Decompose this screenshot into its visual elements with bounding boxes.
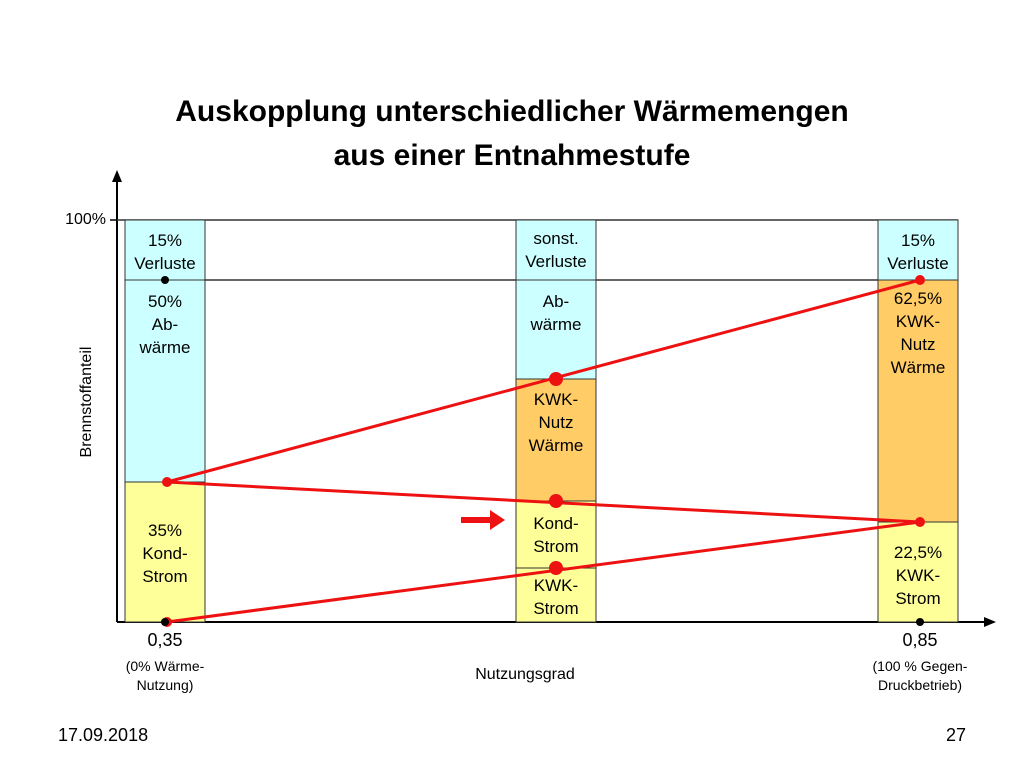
x-axis-label: Nutzungsgrad xyxy=(475,666,575,683)
marker-left-top xyxy=(161,276,169,284)
left-abwaerme-segment xyxy=(124,279,206,483)
title-line-2: aus einer Entnahmestufe xyxy=(333,139,691,172)
point-middle-kond xyxy=(549,494,563,508)
left-x-note-1: (0% Wärme- xyxy=(125,658,205,674)
middle-kwk-strom-segment xyxy=(515,567,597,623)
point-left-kond xyxy=(162,477,172,487)
right-x-note-2: Druckbetrieb) xyxy=(877,677,963,693)
right-loss-segment xyxy=(877,219,959,281)
right-loss-label: 15% Verluste xyxy=(887,231,949,273)
point-right-top xyxy=(915,275,925,285)
y-axis-label: Brennstoffanteil xyxy=(78,346,95,458)
marker-right-axis xyxy=(916,618,924,626)
left-loss-segment xyxy=(124,219,206,281)
right-kwk-strom-segment xyxy=(877,521,959,623)
right-kwk-strom-label: 22,5% KWK- Strom xyxy=(893,543,943,608)
point-middle-strom xyxy=(549,561,563,575)
red-line-strom xyxy=(166,520,921,624)
right-x-note-1: (100 % Gegen- xyxy=(872,658,968,674)
middle-abwaerme-segment xyxy=(515,279,597,380)
left-kond-strom-segment xyxy=(124,481,206,623)
title-line-1: Auskopplung unterschiedlicher Wärmemenge… xyxy=(175,95,849,128)
left-loss-label: 15% Verluste xyxy=(134,231,196,273)
middle-loss-label: sonst. Verluste xyxy=(525,229,587,271)
left-x-value: 0,35 xyxy=(147,630,183,650)
red-line-kond xyxy=(166,480,921,524)
left-kond-strom-label: 35% Kond- Strom xyxy=(142,521,188,586)
x-axis-arrow xyxy=(984,617,996,627)
right-kwk-waerme-segment xyxy=(877,279,959,523)
y-axis-arrow xyxy=(112,170,122,182)
arrow-icon xyxy=(461,510,505,530)
point-right-kond xyxy=(915,517,925,527)
footer-date: 17.09.2018 xyxy=(58,725,149,745)
marker-left-axis xyxy=(161,618,169,626)
footer-page-number: 27 xyxy=(946,725,967,745)
left-abwaerme-label: 50% Ab- wärme xyxy=(139,292,191,357)
middle-kwk-waerme-label: KWK- Nutz Wärme xyxy=(528,390,584,455)
y-tick-label: 100% xyxy=(65,211,106,228)
middle-abwaerme-label: Ab- wärme xyxy=(530,292,582,334)
red-line-abwaerme xyxy=(166,278,921,484)
point-middle-waerme xyxy=(549,372,563,386)
left-x-note-2: Nutzung) xyxy=(136,677,194,693)
right-x-value: 0,85 xyxy=(902,630,938,650)
right-kwk-waerme-label: 62,5% KWK- Nutz Wärme xyxy=(890,289,946,377)
middle-kond-strom-label: Kond- Strom xyxy=(533,514,579,556)
middle-kwk-strom-label: KWK- Strom xyxy=(533,576,579,618)
middle-loss-segment xyxy=(515,219,597,281)
